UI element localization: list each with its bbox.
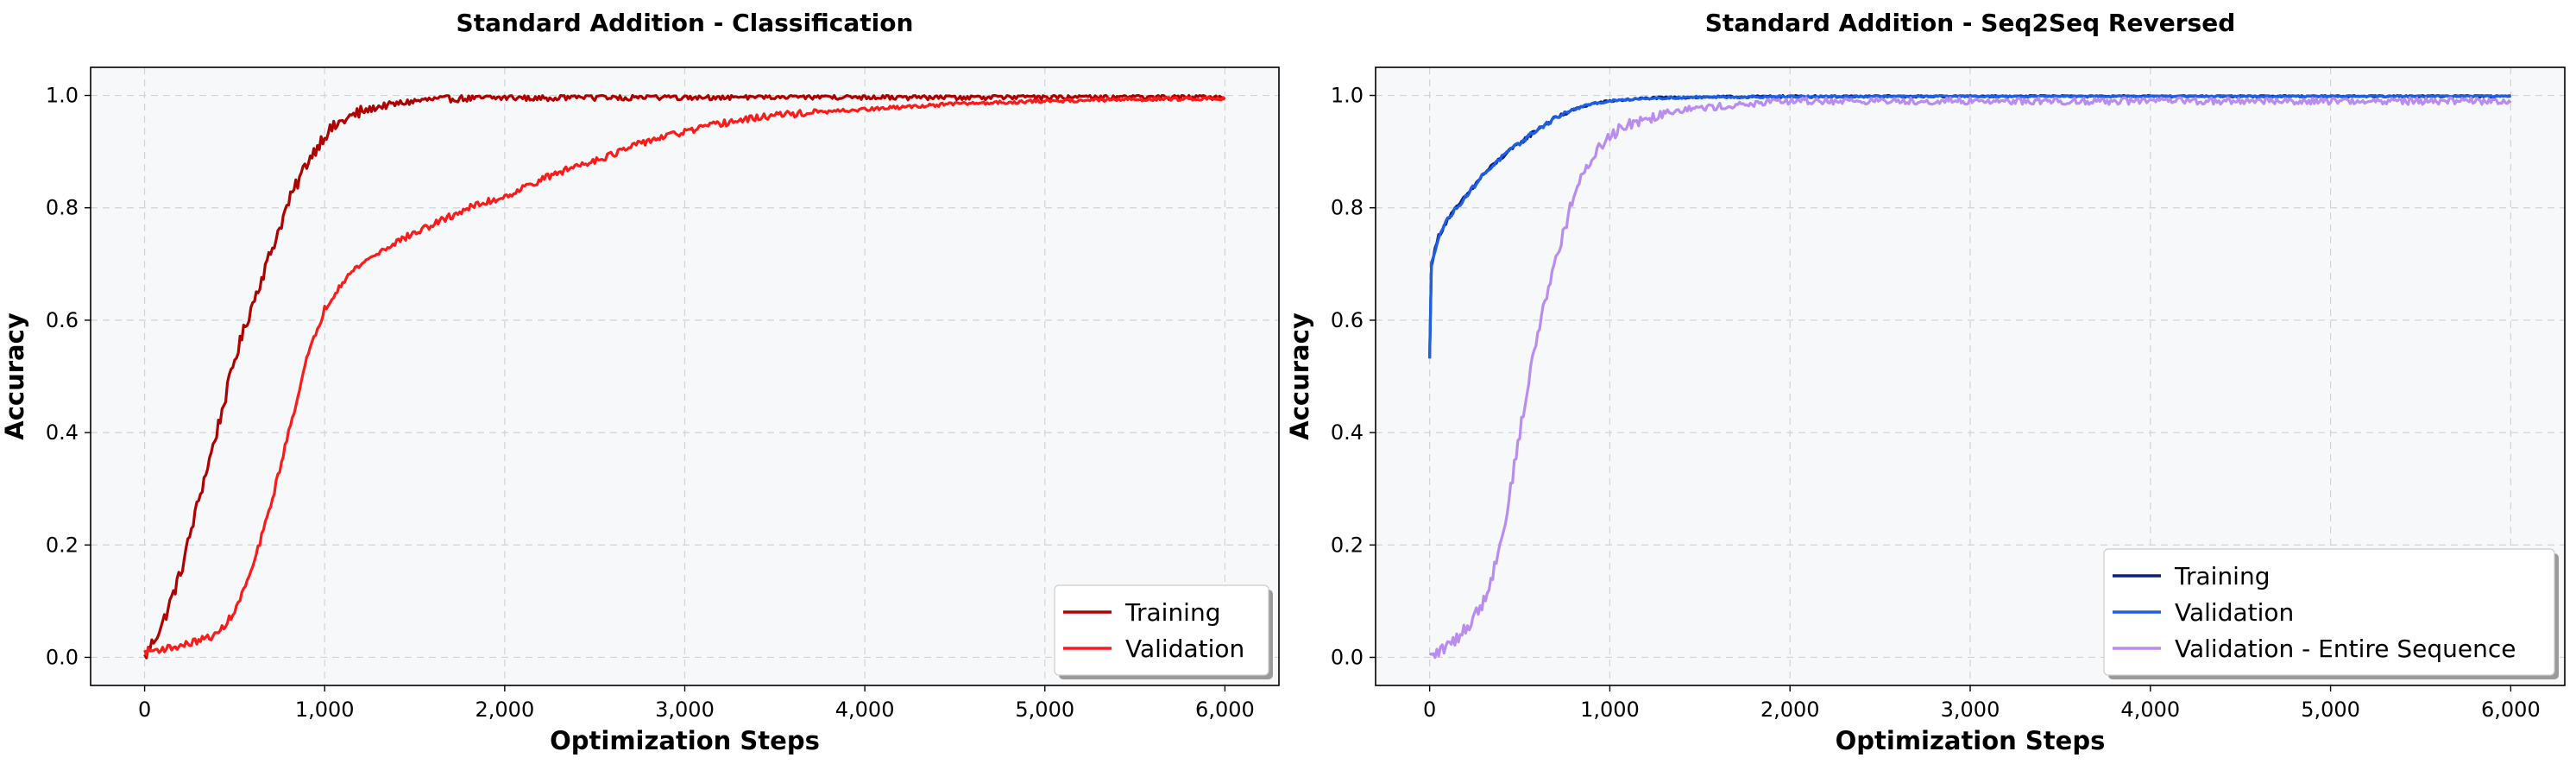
x-tick-label: 4,000: [835, 698, 895, 722]
series-line-validation: [143, 95, 1226, 657]
x-tick-label: 2,000: [476, 698, 535, 722]
chart-classification: 0 1,000 2,000 3,000 4,000 5,000 6,000 0.0 0.2 0.4…: [0, 9, 1280, 755]
y-tick-label: 0.6: [1331, 308, 1364, 332]
series-line-validation: [1428, 93, 2511, 359]
y-axis-label: Accuracy: [1285, 313, 1314, 440]
x-tick-label: 0: [138, 698, 151, 722]
legend-label: Validation: [2175, 598, 2294, 627]
x-tick-label: 3,000: [1941, 698, 2000, 722]
y-tick-label: 1.0: [46, 84, 79, 108]
legend: Training Validation: [1054, 584, 1273, 679]
x-axis-label: Optimization Steps: [1836, 726, 2106, 755]
chart-title: Standard Addition - Classification: [457, 9, 914, 37]
y-tick-label: 0.6: [46, 308, 79, 332]
chart-title: Standard Addition - Seq2Seq Reversed: [1705, 9, 2235, 37]
y-tick-label: 0.0: [46, 645, 79, 669]
series-lines: [1428, 93, 2512, 660]
y-tick-label: 0.2: [46, 533, 79, 557]
y-tick-label: 0.8: [46, 196, 79, 220]
legend-label: Training: [2174, 562, 2270, 590]
series-line-validation-entire-sequence: [1428, 96, 2512, 660]
x-tick-label: 5,000: [1015, 698, 1074, 722]
chart-seq2seq-reversed: 0 1,000 2,000 3,000 4,000 5,000 6,000 0.0 0.2 0.4…: [1285, 9, 2566, 755]
x-tick-label: 6,000: [1195, 698, 1255, 722]
y-tick-label: 0.0: [1331, 645, 1364, 669]
legend: Training Validation Validation - Entire Se…: [2103, 548, 2559, 679]
x-tick-label: 6,000: [2481, 698, 2541, 722]
legend-label: Validation: [1125, 635, 1244, 663]
y-tick-label: 0.8: [1331, 196, 1364, 220]
x-axis-label: Optimization Steps: [550, 726, 820, 755]
x-tick-label: 1,000: [1580, 698, 1640, 722]
legend-box: [2103, 548, 2555, 676]
series-lines: [143, 93, 1226, 660]
legend-label: Validation - Entire Sequence: [2175, 635, 2516, 663]
x-tick-label: 0: [1423, 698, 1436, 722]
y-tick-label: 0.2: [1331, 533, 1364, 557]
series-line-training: [143, 93, 1225, 660]
y-tick-label: 1.0: [1331, 84, 1364, 108]
x-tick-label: 2,000: [1760, 698, 1820, 722]
x-tick-label: 3,000: [655, 698, 715, 722]
legend-label: Training: [1124, 598, 1220, 627]
y-tick-label: 0.4: [46, 420, 79, 445]
x-tick-label: 1,000: [295, 698, 355, 722]
x-tick-label: 4,000: [2120, 698, 2180, 722]
x-tick-label: 5,000: [2301, 698, 2360, 722]
y-tick-label: 0.4: [1331, 420, 1364, 445]
y-axis-label: Accuracy: [0, 313, 29, 440]
legend-box: [1054, 584, 1269, 676]
